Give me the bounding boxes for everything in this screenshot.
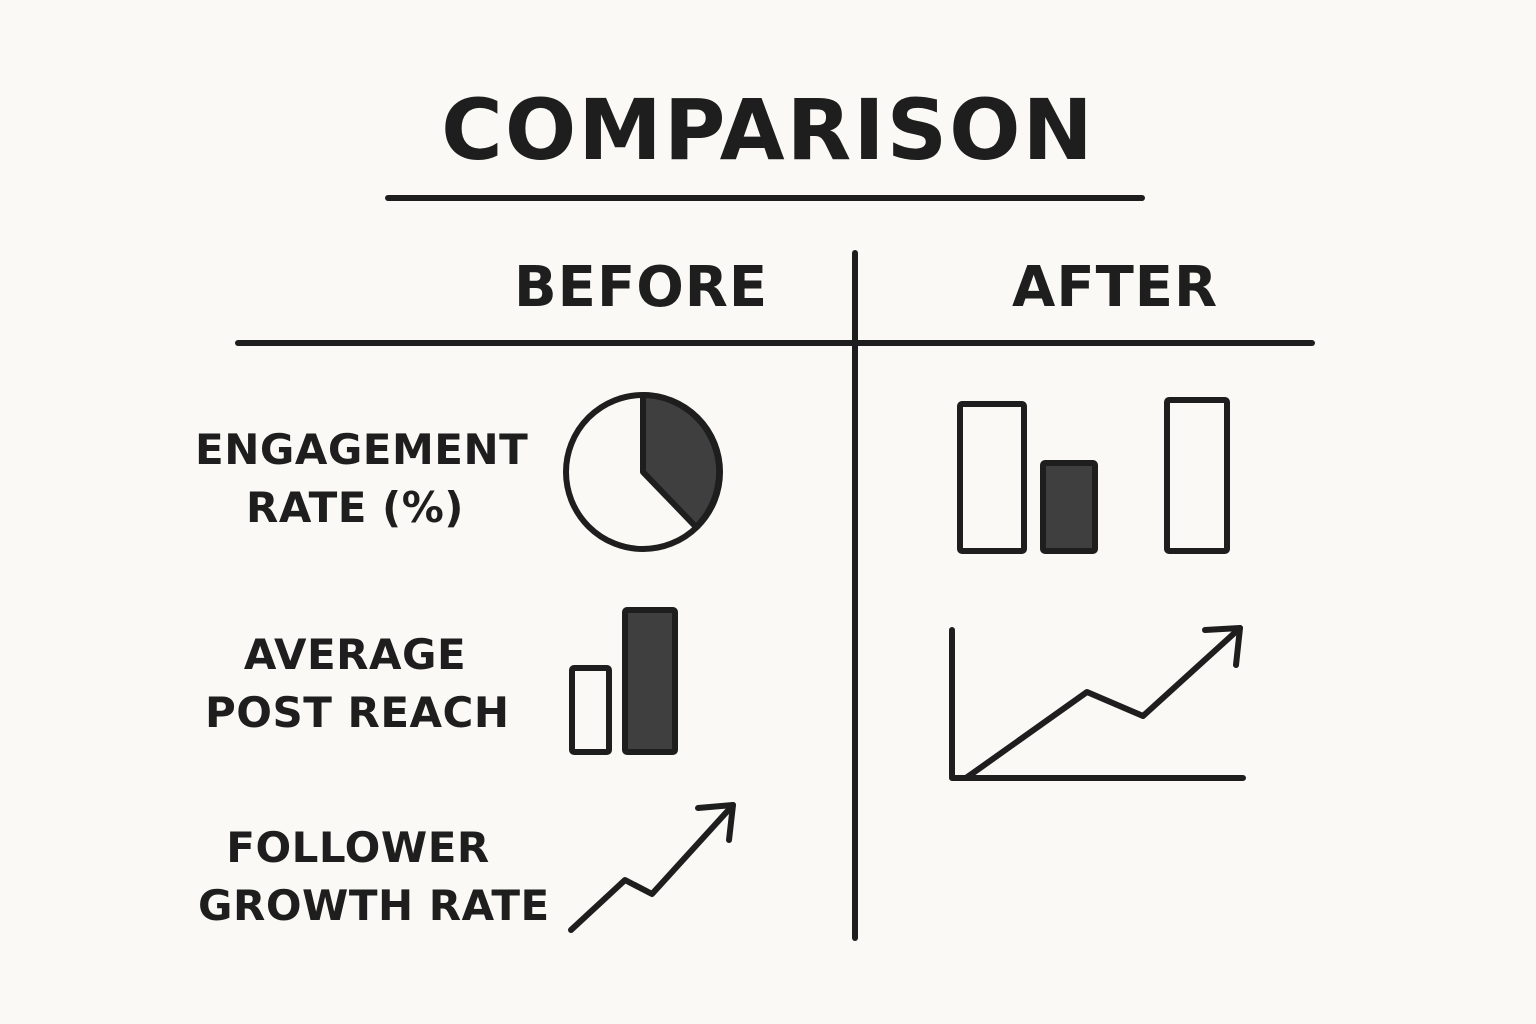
metric-label-line: AVERAGE bbox=[243, 630, 467, 679]
metric-label-line: RATE (%) bbox=[245, 483, 465, 532]
metric-label-reach: AVERAGE POST REACH bbox=[205, 626, 510, 742]
after-bar-chart-icon bbox=[957, 397, 1230, 554]
page-title: COMPARISON bbox=[441, 81, 1095, 179]
pie-chart-icon bbox=[563, 392, 723, 552]
metric-label-growth: FOLLOWER GROWTH RATE bbox=[198, 819, 550, 935]
trend-up-arrow-icon bbox=[568, 802, 736, 933]
metric-label-line: GROWTH RATE bbox=[198, 881, 550, 930]
metric-label-line: ENGAGEMENT bbox=[195, 425, 529, 474]
bar-chart-icon bbox=[569, 607, 678, 755]
line-chart-trend-up-icon bbox=[949, 625, 1246, 781]
before-column-header: BEFORE bbox=[514, 255, 769, 320]
metric-label-line: FOLLOWER bbox=[226, 823, 490, 872]
after-column-header: AFTER bbox=[1012, 255, 1219, 320]
metric-label-line: POST REACH bbox=[205, 688, 510, 737]
metric-label-engagement: ENGAGEMENT RATE (%) bbox=[195, 421, 529, 537]
